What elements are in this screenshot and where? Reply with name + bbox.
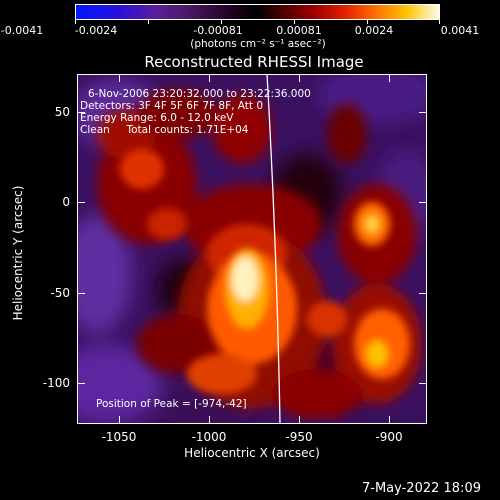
x-tick bbox=[119, 416, 120, 424]
y-tick-label: 50 bbox=[54, 105, 70, 119]
y-axis-label: Heliocentric Y (arcsec) bbox=[11, 185, 25, 321]
y-tick-label: -100 bbox=[42, 376, 70, 390]
x-tick bbox=[299, 416, 300, 424]
colorbar-label: 0.0041 bbox=[440, 24, 480, 37]
x-tick bbox=[209, 74, 210, 82]
solar-limb-line bbox=[266, 74, 281, 424]
clean-total-counts: Clean Total counts: 1.71E+04 bbox=[80, 124, 249, 136]
x-tick-label: -1000 bbox=[191, 430, 227, 444]
y-tick-label: 0 bbox=[62, 195, 70, 209]
time-range: 6-Nov-2006 23:20:32.000 to 23:22:36.000 bbox=[88, 88, 311, 100]
colorbar-tick bbox=[75, 20, 76, 24]
x-tick bbox=[209, 416, 210, 424]
peak-position: Position of Peak = [-974,-42] bbox=[96, 398, 247, 410]
colorbar-tick bbox=[221, 20, 222, 24]
colorbar-label: 0.00081 bbox=[276, 24, 322, 37]
x-tick-label: -950 bbox=[285, 430, 313, 444]
y-tick bbox=[419, 202, 427, 203]
x-tick bbox=[389, 74, 390, 82]
y-tick bbox=[77, 202, 85, 203]
x-tick bbox=[119, 74, 120, 82]
plot-title: Reconstructed RHESSI Image bbox=[144, 53, 364, 71]
colorbar-label: -0.0024 bbox=[74, 24, 118, 37]
y-tick bbox=[77, 383, 85, 384]
colorbar-unit: (photons cm⁻² s⁻¹ asec⁻²) bbox=[190, 38, 326, 50]
date-stamp: 7-May-2022 18:09 bbox=[362, 481, 481, 496]
x-tick-label: -900 bbox=[375, 430, 403, 444]
x-tick bbox=[299, 74, 300, 82]
rhessi-image bbox=[77, 74, 427, 424]
x-axis-label: Heliocentric X (arcsec) bbox=[184, 446, 320, 460]
y-tick bbox=[419, 112, 427, 113]
colorbar-tick bbox=[294, 20, 295, 24]
colorbar-tick bbox=[367, 20, 368, 24]
plot-frame bbox=[77, 74, 427, 424]
emission-peak bbox=[225, 214, 389, 368]
x-tick-label: -1050 bbox=[101, 430, 137, 444]
detectors-info: Detectors: 3F 4F 5F 6F 7F 8F, Att 0 bbox=[80, 100, 264, 112]
colorbar-label: -0.0041 bbox=[0, 24, 44, 37]
y-tick-label: -50 bbox=[50, 286, 70, 300]
colorbar-label: -0.00081 bbox=[193, 24, 243, 37]
energy-range: Energy Range: 6.0 - 12.0 keV bbox=[80, 112, 234, 124]
colorbar-label: 0.0024 bbox=[354, 24, 394, 37]
y-tick bbox=[419, 293, 427, 294]
y-tick bbox=[77, 112, 85, 113]
y-tick bbox=[419, 383, 427, 384]
y-tick bbox=[77, 293, 85, 294]
colorbar-tick bbox=[439, 20, 440, 24]
colorbar-tick bbox=[148, 20, 149, 24]
rhessi-image-canvas bbox=[77, 74, 427, 424]
x-tick bbox=[389, 416, 390, 424]
colorbar bbox=[75, 4, 440, 20]
